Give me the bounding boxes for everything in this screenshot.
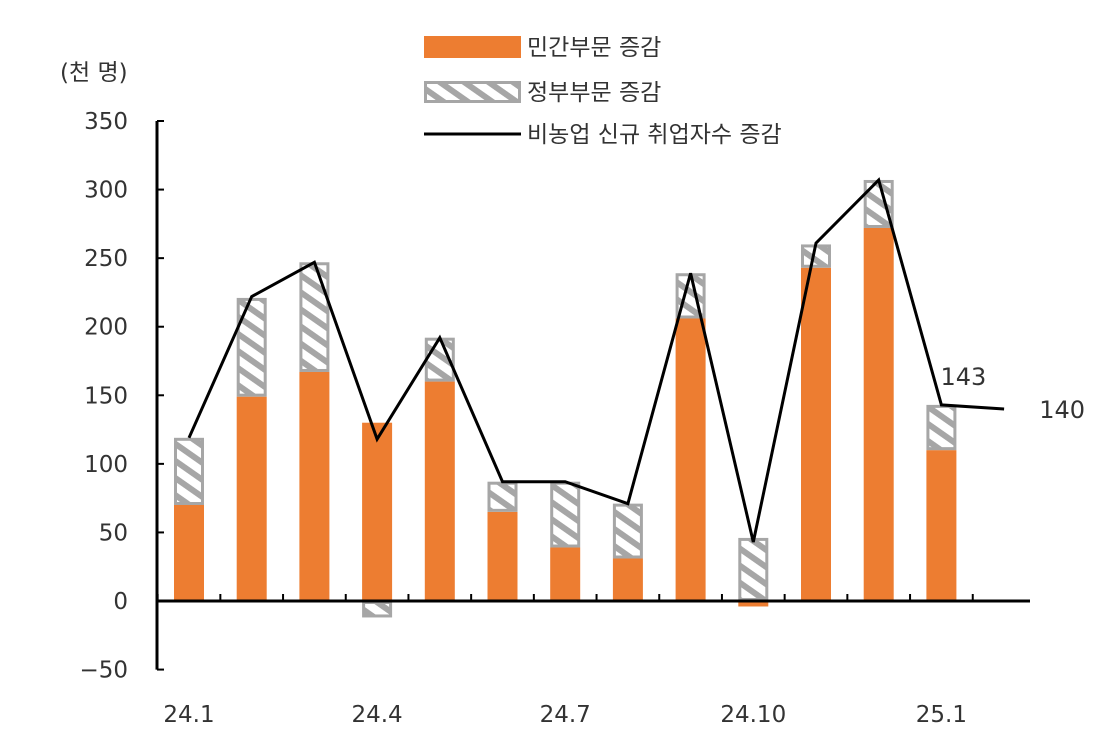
legend-label: 민간부문 증감 (527, 35, 661, 61)
bar-government (926, 404, 957, 451)
bar-government (299, 262, 330, 372)
bar-government (174, 437, 204, 506)
annotations: 143 140 (940, 363, 1085, 424)
y-tick-label: 300 (84, 178, 128, 204)
bars (174, 179, 957, 618)
y-unit-label: (천 명) (60, 60, 128, 86)
x-tick-label: 25.1 (916, 702, 967, 728)
y-axis: −50 0 50 100 150 200 250 300 350 (79, 109, 164, 684)
bar-government (487, 481, 518, 512)
bar-government (738, 537, 769, 601)
legend-label: 정부부문 증감 (527, 80, 661, 106)
x-tick-label: 24.7 (540, 702, 591, 728)
bar-private (487, 511, 518, 601)
y-tick-label: 0 (113, 589, 128, 615)
bar-private (424, 381, 455, 601)
annotation-label: 140 (1039, 396, 1085, 424)
bar-private (236, 396, 267, 601)
x-tick-label: 24.10 (720, 702, 786, 728)
line-total-employment (187, 177, 1005, 543)
y-tick-label: 100 (84, 452, 128, 478)
bar-private (174, 505, 204, 601)
legend-swatch-private (424, 36, 521, 58)
bar-government (236, 297, 267, 397)
y-tick-label: −50 (79, 658, 128, 684)
bar-government (362, 601, 393, 618)
legend-swatch-government (424, 81, 521, 103)
total-line (187, 177, 1005, 543)
bar-private (863, 227, 894, 602)
bar-private (801, 267, 831, 601)
bar-private (738, 601, 769, 607)
legend-label: 비농업 신규 취업자수 증감 (527, 122, 782, 148)
x-tick-label: 24.4 (351, 702, 402, 728)
bar-private (299, 371, 330, 601)
bar-private (675, 318, 706, 601)
annotation-label: 143 (940, 363, 986, 391)
y-tick-label: 50 (99, 520, 128, 546)
y-tick-label: 250 (84, 246, 128, 272)
bar-private (362, 422, 393, 601)
y-tick-label: 200 (84, 315, 128, 341)
bar-government (550, 481, 581, 548)
y-tick-label: 350 (84, 109, 128, 135)
x-axis: 24.1 24.4 24.7 24.10 25.1 (156, 594, 1030, 728)
bar-private (612, 558, 643, 601)
bar-private (926, 450, 957, 601)
x-tick-label: 24.1 (163, 702, 214, 728)
y-tick-label: 150 (84, 383, 128, 409)
bar-government (612, 503, 643, 559)
bar-private (550, 547, 581, 601)
